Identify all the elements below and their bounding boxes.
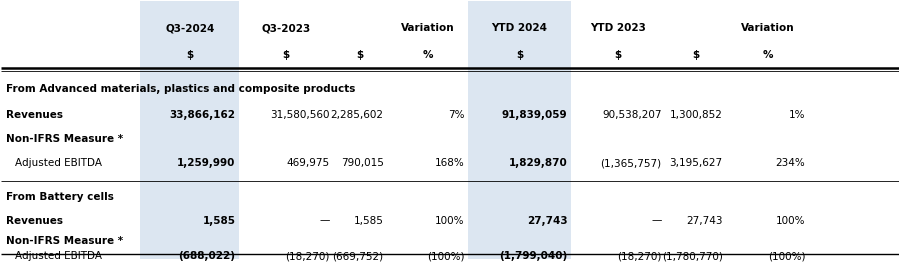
Text: 1%: 1% (788, 110, 806, 120)
Text: 33,866,162: 33,866,162 (169, 110, 236, 120)
Text: (669,752): (669,752) (332, 251, 383, 261)
FancyBboxPatch shape (468, 1, 572, 259)
Text: %: % (762, 50, 773, 60)
Text: From Advanced materials, plastics and composite products: From Advanced materials, plastics and co… (6, 84, 356, 94)
Text: Non-IFRS Measure *: Non-IFRS Measure * (6, 134, 123, 144)
Text: YTD 2024: YTD 2024 (491, 23, 547, 33)
Text: 1,259,990: 1,259,990 (177, 158, 236, 169)
Text: $: $ (356, 50, 364, 60)
Text: Q3-2023: Q3-2023 (262, 23, 310, 33)
Text: 27,743: 27,743 (687, 216, 723, 226)
Text: YTD 2023: YTD 2023 (590, 23, 646, 33)
Text: (18,270): (18,270) (617, 251, 662, 261)
Text: (1,365,757): (1,365,757) (600, 158, 662, 169)
Text: 100%: 100% (776, 216, 806, 226)
Text: 1,585: 1,585 (354, 216, 383, 226)
Text: 27,743: 27,743 (526, 216, 568, 226)
Text: 168%: 168% (435, 158, 464, 169)
Text: (100%): (100%) (768, 251, 806, 261)
Text: Variation: Variation (741, 23, 795, 33)
Text: (100%): (100%) (427, 251, 464, 261)
Text: 3,195,627: 3,195,627 (670, 158, 723, 169)
Text: —: — (652, 216, 662, 226)
Text: 91,839,059: 91,839,059 (502, 110, 568, 120)
Text: Variation: Variation (400, 23, 454, 33)
Text: 790,015: 790,015 (341, 158, 383, 169)
Text: (18,270): (18,270) (285, 251, 329, 261)
Text: 234%: 234% (776, 158, 806, 169)
Text: Non-IFRS Measure *: Non-IFRS Measure * (6, 236, 123, 246)
Text: Revenues: Revenues (6, 110, 63, 120)
Text: $: $ (186, 50, 194, 60)
Text: (1,780,770): (1,780,770) (662, 251, 723, 261)
Text: (688,022): (688,022) (178, 251, 236, 261)
Text: 1,829,870: 1,829,870 (508, 158, 568, 169)
Text: 2,285,602: 2,285,602 (330, 110, 383, 120)
Text: 1,300,852: 1,300,852 (670, 110, 723, 120)
Text: %: % (422, 50, 433, 60)
Text: Adjusted EBITDA: Adjusted EBITDA (14, 251, 102, 261)
Text: Revenues: Revenues (6, 216, 63, 226)
Text: From Battery cells: From Battery cells (6, 192, 113, 202)
Text: $: $ (283, 50, 290, 60)
Text: 1,585: 1,585 (202, 216, 236, 226)
Text: —: — (320, 216, 329, 226)
Text: 90,538,207: 90,538,207 (602, 110, 662, 120)
Text: 31,580,560: 31,580,560 (270, 110, 329, 120)
Text: Q3-2024: Q3-2024 (165, 23, 214, 33)
Text: 469,975: 469,975 (286, 158, 329, 169)
FancyBboxPatch shape (140, 1, 239, 259)
Text: $: $ (516, 50, 523, 60)
Text: 100%: 100% (435, 216, 464, 226)
Text: (1,799,040): (1,799,040) (500, 251, 568, 261)
Text: $: $ (692, 50, 699, 60)
Text: Adjusted EBITDA: Adjusted EBITDA (14, 158, 102, 169)
Text: $: $ (615, 50, 622, 60)
Text: 7%: 7% (448, 110, 464, 120)
